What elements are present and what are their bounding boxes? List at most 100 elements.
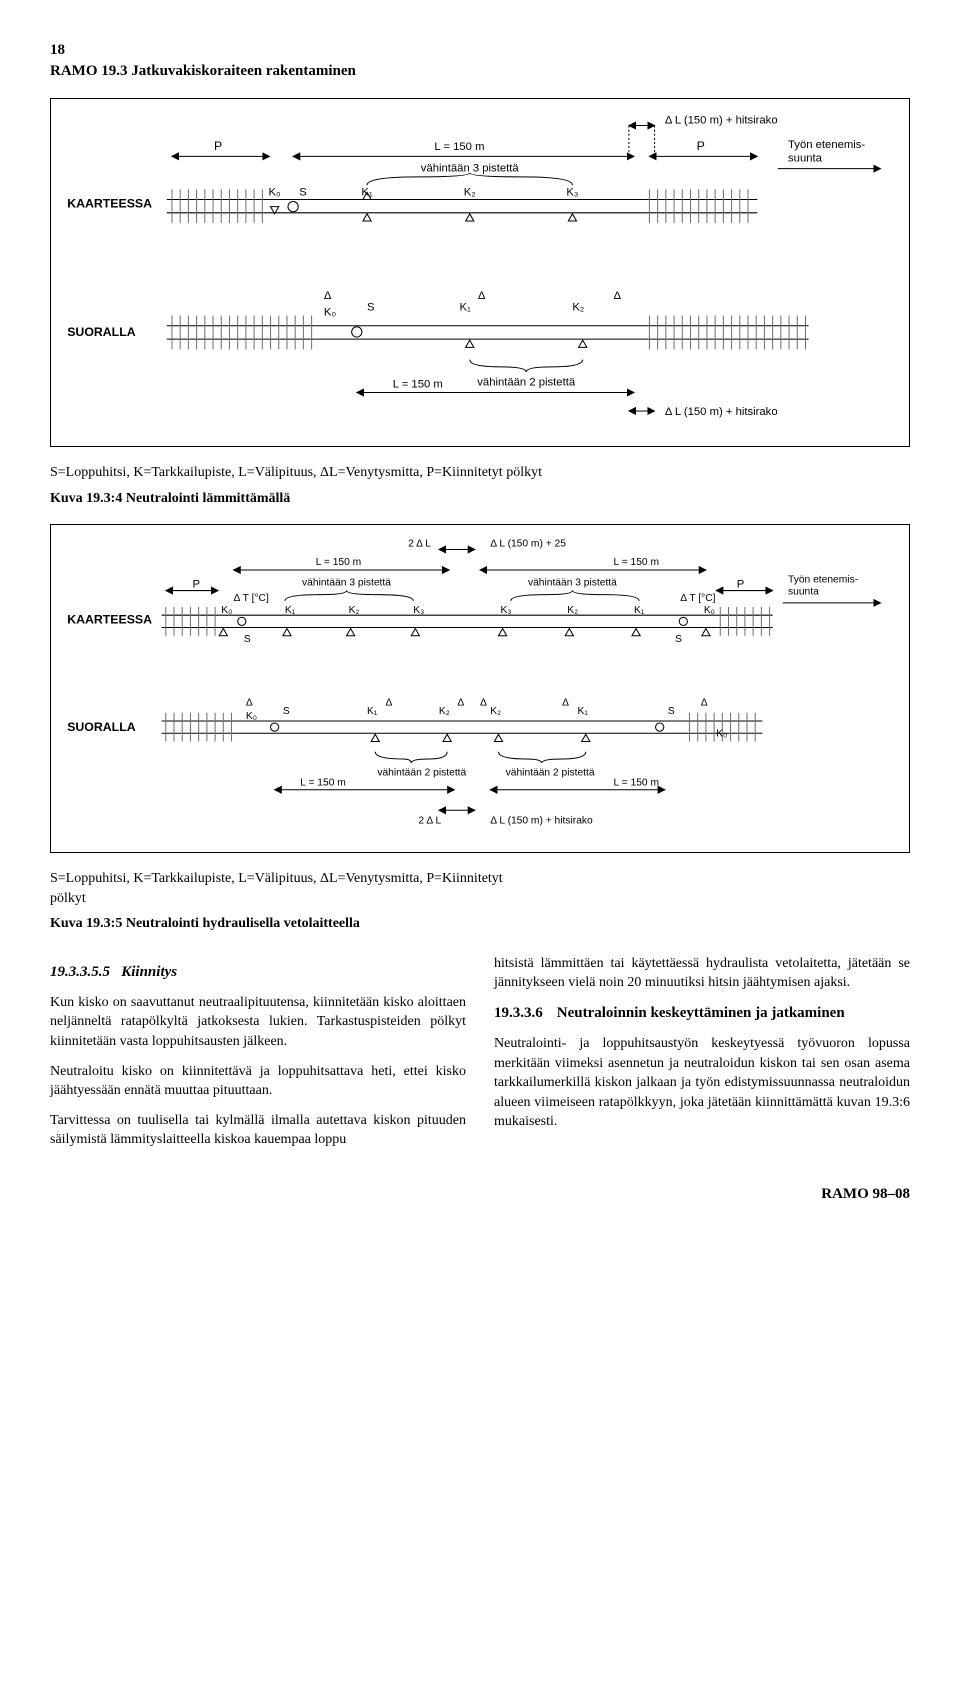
figure-2-svg: KAARTEESSA 2 Δ L Δ L (150 m) + 25 L = 15…	[59, 531, 901, 839]
figure-1-svg: KAARTEESSA K₀ S K₁ K₂	[59, 105, 901, 434]
fig1-p-right-label: P	[697, 139, 705, 153]
fig2-suoralla: SUORALLA	[67, 721, 136, 735]
svg-text:K₀: K₀	[324, 306, 337, 318]
svg-text:Δ: Δ	[324, 290, 332, 302]
svg-text:P: P	[192, 579, 200, 591]
svg-text:K₀: K₀	[246, 711, 257, 722]
left-column: 19.3.3.5.5 Kiinnitys Kun kisko on saavut…	[50, 954, 466, 1160]
fig1-dL-label: Δ L (150 m) + hitsirako	[665, 114, 778, 126]
svg-text:K₀: K₀	[269, 186, 282, 198]
svg-text:K₁: K₁	[459, 301, 471, 313]
svg-text:L = 150 m: L = 150 m	[316, 557, 362, 568]
figure-1: KAARTEESSA K₀ S K₁ K₂	[50, 98, 910, 447]
svg-text:K₂: K₂	[349, 606, 360, 617]
svg-text:K₁: K₁	[285, 606, 296, 617]
para-3b: hitsistä lämmittäen tai käytettäessä hyd…	[494, 954, 910, 993]
para-4: Neutralointi- ja loppuhitsaustyön keskey…	[494, 1034, 910, 1132]
fig1-left-ties	[167, 189, 270, 223]
caption-1-bold: Kuva 19.3:4 Neutralointi lämmittämällä	[50, 489, 910, 509]
svg-text:Δ: Δ	[613, 290, 621, 302]
fig2-k-leftties	[162, 607, 218, 636]
svg-text:K₀: K₀	[221, 606, 232, 617]
svg-text:P: P	[737, 579, 745, 591]
fig1-su-left-ties	[167, 315, 316, 349]
svg-text:S: S	[299, 186, 307, 198]
svg-text:S: S	[367, 301, 375, 313]
svg-text:Δ L (150 m) + 25: Δ L (150 m) + 25	[490, 539, 566, 550]
section-2-title: Neutraloinnin keskeyttä­minen ja jatkami…	[557, 1003, 845, 1024]
svg-text:S: S	[244, 634, 251, 645]
fig2-kaarteessa: KAARTEESSA	[67, 613, 152, 627]
svg-text:S: S	[675, 634, 682, 645]
svg-text:2 Δ L: 2 Δ L	[408, 539, 431, 550]
svg-text:L = 150 m: L = 150 m	[393, 378, 443, 390]
svg-text:Δ T [°C]: Δ T [°C]	[680, 593, 715, 604]
section-2-num: 19.3.3.6	[494, 1003, 543, 1024]
section-1-num: 19.3.3.5.5	[50, 964, 110, 980]
svg-text:S: S	[668, 706, 675, 717]
para-2: Neutraloitu kisko on kiinnitettävä ja lo…	[50, 1062, 466, 1101]
svg-text:L = 150 m: L = 150 m	[613, 778, 659, 789]
svg-text:K₃: K₃	[413, 606, 424, 617]
fig1-tyon2: suunta	[788, 152, 823, 164]
two-column-body: 19.3.3.5.5 Kiinnitys Kun kisko on saavut…	[50, 954, 910, 1160]
caption-2-bold: Kuva 19.3:5 Neutralointi hydraulisella v…	[50, 914, 910, 934]
page-number: 18	[50, 40, 910, 61]
fig2-k-markers: K₀ S K₁ K₂ K₃ K₃ K₂ K₁ S K₀	[219, 606, 715, 646]
para-3a: Tarvittessa on tuulisella tai kylmällä i…	[50, 1111, 466, 1150]
svg-text:L = 150 m: L = 150 m	[300, 778, 346, 789]
caption-1-line: S=Loppuhitsi, K=Tarkkailupiste, L=Välipi…	[50, 463, 910, 483]
svg-text:K₁: K₁	[367, 706, 378, 717]
svg-text:Δ: Δ	[246, 698, 253, 709]
fig1-L-label: L = 150 m	[434, 141, 484, 153]
svg-text:K₀: K₀	[716, 729, 727, 740]
svg-text:Δ: Δ	[480, 698, 487, 709]
fig1-suoralla: SUORALLA	[67, 325, 136, 339]
fig1-p-left-label: P	[214, 139, 222, 153]
svg-text:vähintään 3 pistettä: vähintään 3 pistettä	[302, 578, 391, 589]
svg-text:S: S	[283, 706, 290, 717]
svg-text:Δ L (150 m) + hitsirako: Δ L (150 m) + hitsirako	[490, 816, 593, 827]
figure-2: KAARTEESSA 2 Δ L Δ L (150 m) + 25 L = 15…	[50, 524, 910, 853]
svg-text:L = 150 m: L = 150 m	[613, 557, 659, 568]
svg-text:Δ: Δ	[478, 290, 486, 302]
svg-text:vähintään 2 pistettä: vähintään 2 pistettä	[506, 768, 595, 779]
svg-text:vähintään 2 pistettä: vähintään 2 pistettä	[477, 376, 576, 388]
svg-text:vähintään 3 pistettä: vähintään 3 pistettä	[528, 578, 617, 589]
svg-text:K₃: K₃	[566, 186, 578, 198]
right-column: hitsistä lämmittäen tai käytettäessä hyd…	[494, 954, 910, 1160]
fig1-tyon1: Työn etenemis-	[788, 139, 865, 151]
svg-text:Δ L (150 m) + hitsirako: Δ L (150 m) + hitsirako	[665, 406, 778, 418]
caption-2-line: S=Loppuhitsi, K=Tarkkailupiste, L=Välipi…	[50, 869, 910, 908]
svg-text:Työn etenemis-: Työn etenemis-	[788, 575, 858, 586]
section-2-heading: 19.3.3.6 Neutraloinnin keskeyttä­minen j…	[494, 1003, 910, 1024]
svg-text:K₂: K₂	[439, 706, 450, 717]
svg-text:Δ: Δ	[457, 698, 464, 709]
svg-text:K₁: K₁	[578, 706, 589, 717]
svg-text:K₂: K₂	[572, 301, 584, 313]
svg-text:suunta: suunta	[788, 587, 819, 598]
footer: RAMO 98–08	[50, 1184, 910, 1205]
header-title: RAMO 19.3 Jatkuvakiskoraiteen rakentamin…	[50, 61, 910, 82]
fig2-s-leftties	[162, 713, 239, 742]
fig1-kaarteessa: KAARTEESSA	[67, 197, 152, 211]
svg-text:K₂: K₂	[464, 186, 476, 198]
svg-text:vähintään 2 pistettä: vähintään 2 pistettä	[377, 768, 466, 779]
svg-text:K₂: K₂	[567, 606, 578, 617]
svg-text:Δ: Δ	[562, 698, 569, 709]
fig1-right-ties	[644, 189, 757, 223]
svg-text:K₀: K₀	[704, 606, 715, 617]
svg-text:Δ T [°C]: Δ T [°C]	[234, 593, 269, 604]
section-1-title: Kiinnitys	[121, 964, 177, 980]
svg-text:K₃: K₃	[501, 606, 512, 617]
svg-text:Δ: Δ	[701, 698, 708, 709]
para-1: Kun kisko on saavuttanut neutraalipituu­…	[50, 993, 466, 1052]
fig2-k-rightties	[716, 607, 772, 636]
svg-text:Δ: Δ	[386, 698, 393, 709]
svg-text:K₁: K₁	[634, 606, 645, 617]
svg-text:K₂: K₂	[490, 706, 501, 717]
section-1-heading: 19.3.3.5.5 Kiinnitys	[50, 962, 466, 983]
fig1-k-markers: K₀ S K₁ K₂ K₃	[269, 186, 579, 221]
fig1-su-right-ties	[644, 315, 808, 349]
svg-text:2 Δ L: 2 Δ L	[418, 816, 441, 827]
